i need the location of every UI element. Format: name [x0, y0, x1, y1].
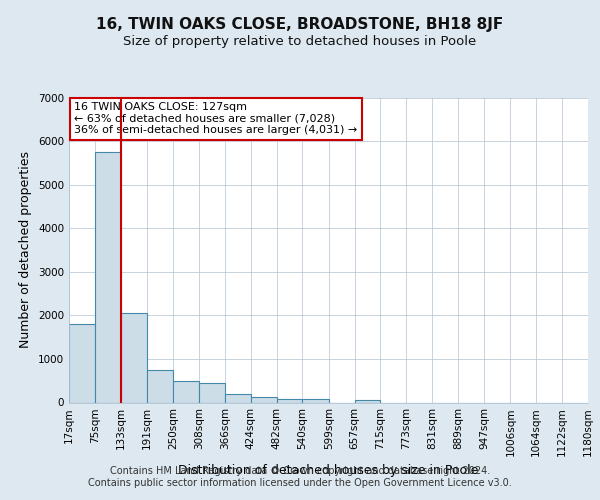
Text: Contains HM Land Registry data © Crown copyright and database right 2024.
Contai: Contains HM Land Registry data © Crown c… — [88, 466, 512, 487]
Bar — [355, 400, 380, 402]
Bar — [69, 324, 95, 402]
Bar — [121, 313, 146, 402]
Bar — [173, 380, 199, 402]
Text: 16 TWIN OAKS CLOSE: 127sqm
← 63% of detached houses are smaller (7,028)
36% of s: 16 TWIN OAKS CLOSE: 127sqm ← 63% of deta… — [74, 102, 358, 136]
X-axis label: Distribution of detached houses by size in Poole: Distribution of detached houses by size … — [178, 464, 479, 477]
Bar — [251, 397, 277, 402]
Bar — [302, 400, 329, 402]
Bar — [95, 152, 121, 403]
Text: 16, TWIN OAKS CLOSE, BROADSTONE, BH18 8JF: 16, TWIN OAKS CLOSE, BROADSTONE, BH18 8J… — [97, 18, 503, 32]
Bar — [146, 370, 173, 402]
Bar — [199, 383, 225, 402]
Bar — [225, 394, 251, 402]
Text: Size of property relative to detached houses in Poole: Size of property relative to detached ho… — [124, 35, 476, 48]
Y-axis label: Number of detached properties: Number of detached properties — [19, 152, 32, 348]
Bar — [277, 398, 302, 402]
